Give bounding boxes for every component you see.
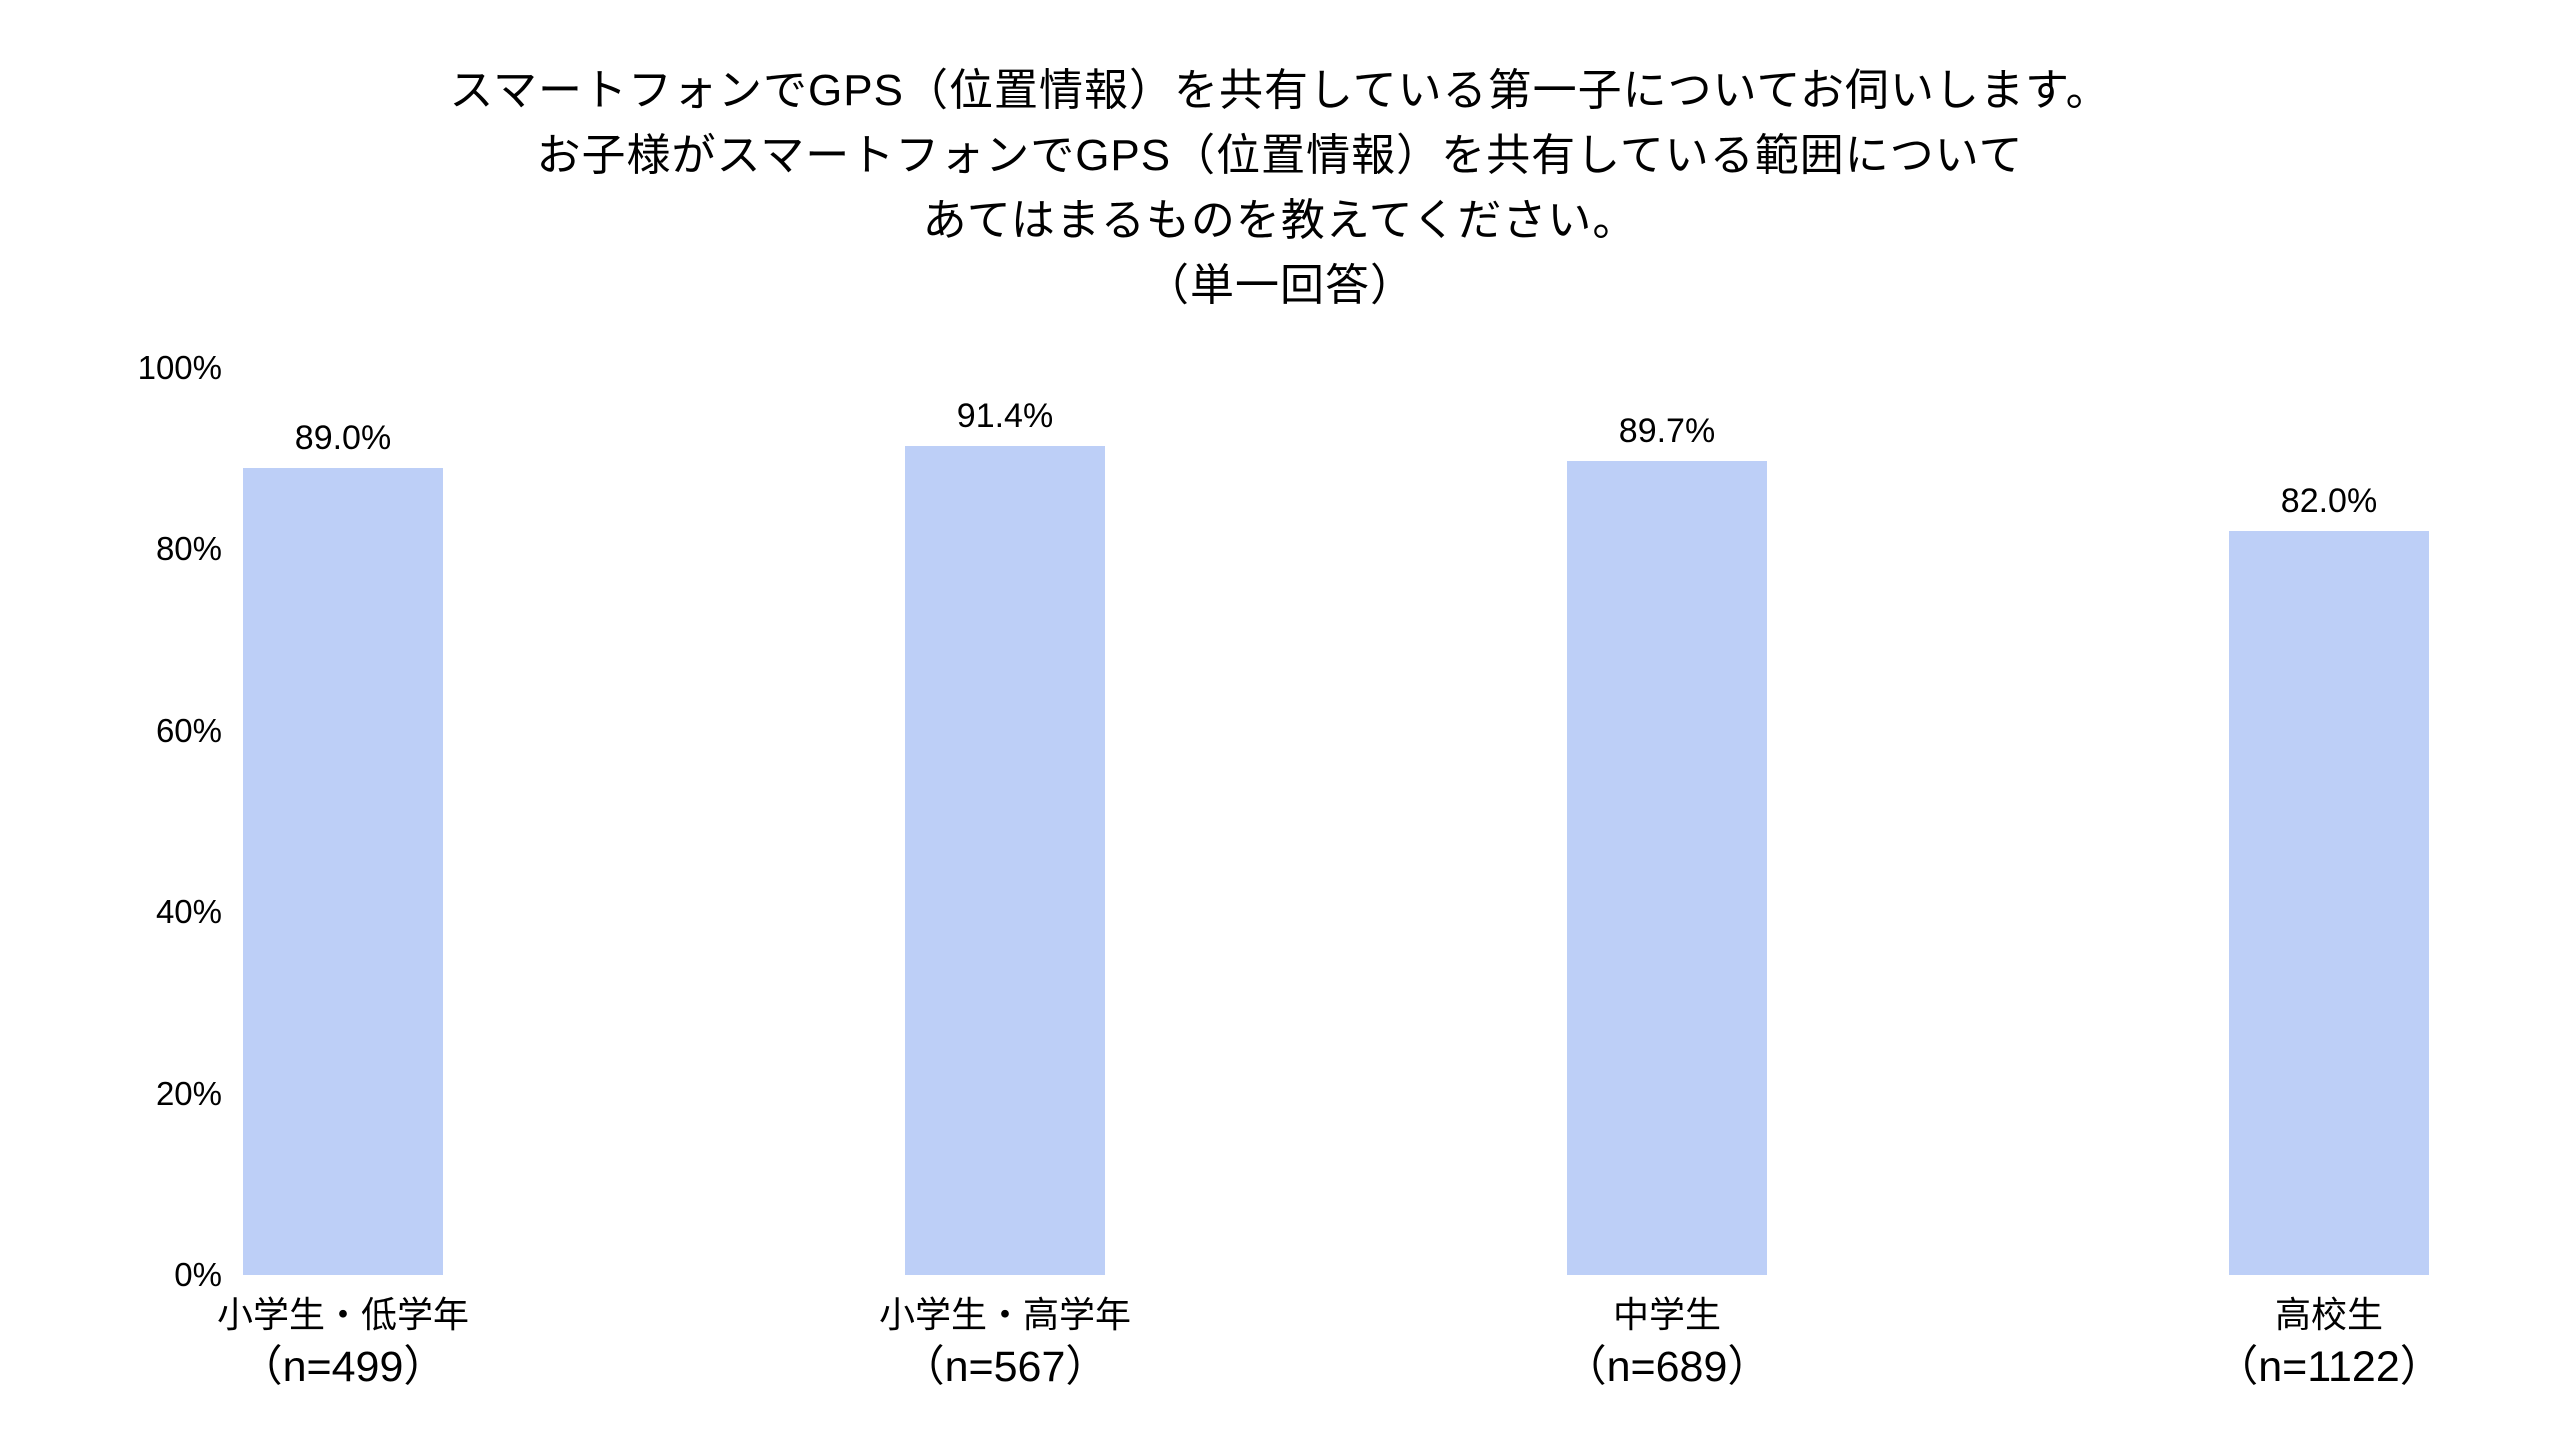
chart-title-line-3: あてはまるものを教えてください。 (922, 196, 1638, 245)
sample-size-label: （n=689） (1563, 1343, 1771, 1391)
category-label: 小学生・高学年 (878, 1294, 1131, 1335)
y-axis-tick: 20% (155, 1074, 222, 1112)
y-axis-tick: 40% (155, 893, 222, 931)
bar (243, 467, 443, 1275)
y-axis-tick: 0% (174, 1256, 222, 1293)
y-axis-tick: 100% (137, 349, 222, 386)
bar (1567, 461, 1767, 1275)
bar (2229, 531, 2429, 1275)
chart-title-line-4: （単一回答） (1145, 261, 1415, 310)
bar-value-label: 91.4% (956, 397, 1054, 436)
category-label: 高校生 (2274, 1294, 2383, 1335)
y-axis-tick: 80% (155, 530, 222, 568)
category-label: 中学生 (1612, 1294, 1721, 1335)
bar-value-label: 82.0% (2280, 482, 2378, 521)
sample-size-label: （n=567） (901, 1343, 1109, 1391)
sample-size-label: （n=1122） (2215, 1343, 2443, 1391)
category-label: 小学生・低学年 (216, 1294, 469, 1335)
y-axis-tick: 60% (155, 711, 222, 749)
sample-size-label: （n=499） (239, 1343, 447, 1391)
chart-title-line-1: スマートフォンでGPS（位置情報）を共有している第一子についてお伺いします。 (449, 66, 2111, 115)
bar-value-label: 89.7% (1618, 412, 1716, 451)
chart-title: スマートフォンでGPS（位置情報）を共有している第一子についてお伺いします。 お… (0, 58, 2560, 318)
chart-title-line-2: お子様がスマートフォンでGPS（位置情報）を共有している範囲について (536, 131, 2024, 180)
bar-value-label: 89.0% (294, 418, 392, 457)
bar (905, 446, 1105, 1275)
